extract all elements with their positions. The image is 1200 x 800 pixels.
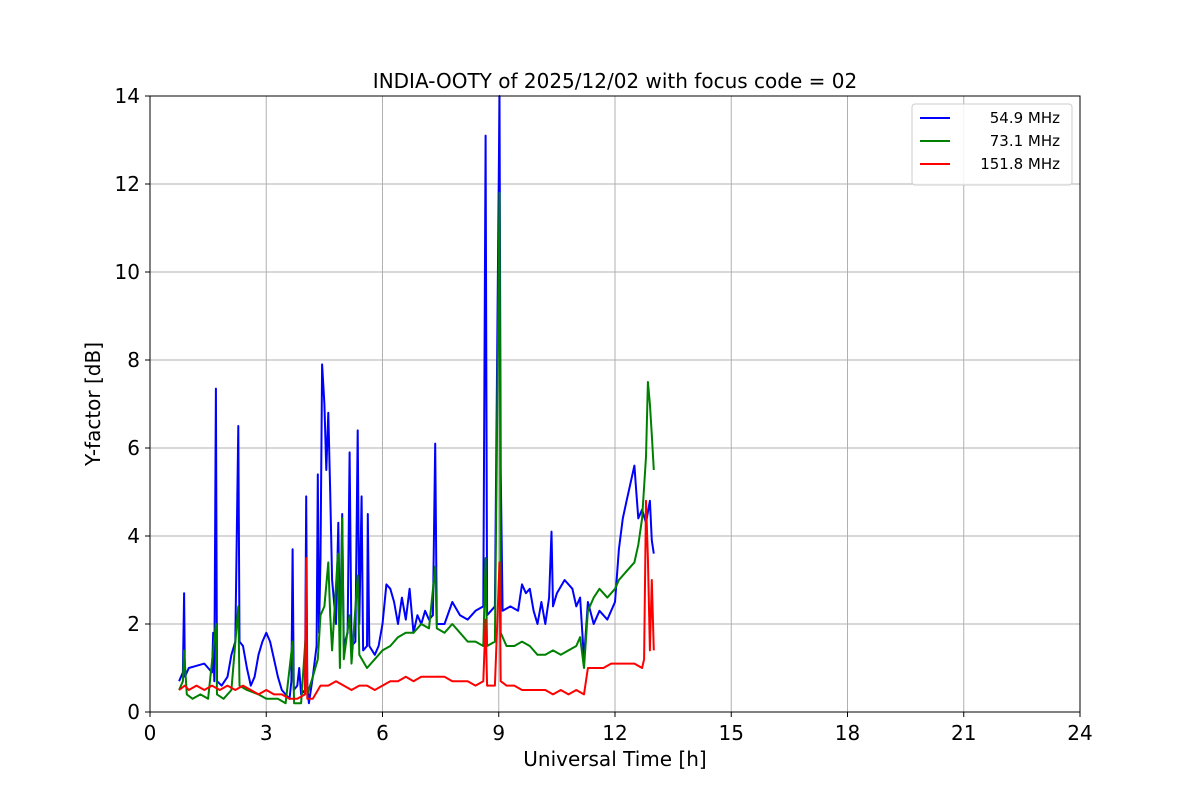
x-tick-label: 9 — [492, 721, 505, 745]
x-tick-label: 6 — [376, 721, 389, 745]
x-axis-title: Universal Time [h] — [523, 747, 706, 771]
y-tick-label: 2 — [127, 612, 140, 636]
legend-label: 151.8 MHz — [980, 155, 1060, 173]
y-tick-label: 14 — [115, 84, 140, 108]
series-line-2 — [178, 191, 655, 705]
legend-label: 73.1 MHz — [990, 132, 1060, 150]
y-tick-label: 12 — [115, 172, 140, 196]
y-tick-label: 8 — [127, 348, 140, 372]
legend: 54.9 MHz 73.1 MHz 151.8 MHz — [911, 103, 1073, 186]
x-tick-label: 15 — [719, 721, 744, 745]
y-tick-label: 10 — [115, 260, 140, 284]
series-line-3 — [178, 499, 655, 700]
y-tick-label: 6 — [127, 436, 140, 460]
legend-label: 54.9 MHz — [990, 109, 1060, 127]
series-line-1 — [178, 95, 655, 705]
y-axis-title: Y-factor [dB] — [81, 342, 105, 467]
legend-box — [911, 103, 1073, 186]
x-tick-label: 0 — [144, 721, 157, 745]
x-tick-label: 24 — [1067, 721, 1092, 745]
x-tick-label: 12 — [602, 721, 627, 745]
x-tick-label: 21 — [951, 721, 976, 745]
plot-series — [178, 95, 655, 705]
x-tick-label: 18 — [835, 721, 860, 745]
y-tick-label: 0 — [127, 700, 140, 724]
chart-title: INDIA-OOTY of 2025/12/02 with focus code… — [373, 69, 857, 93]
x-tick-label: 3 — [260, 721, 273, 745]
y-tick-label: 4 — [127, 524, 140, 548]
